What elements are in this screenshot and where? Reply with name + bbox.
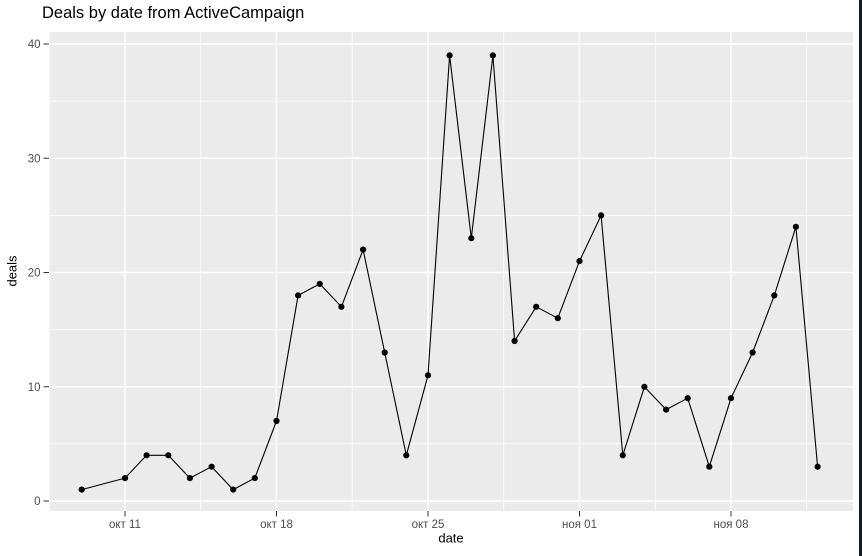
data-point — [381, 349, 388, 356]
data-point — [706, 463, 713, 470]
x-tick-label: окт 11 — [109, 519, 141, 531]
x-tick-label: окт 18 — [260, 519, 293, 531]
data-point — [576, 258, 583, 265]
x-tick-label: окт 25 — [412, 519, 445, 531]
data-point — [230, 486, 237, 493]
data-point — [143, 452, 150, 459]
data-point — [295, 292, 302, 299]
x-axis-title: date — [438, 530, 464, 546]
data-point — [814, 463, 821, 470]
data-point — [598, 212, 605, 219]
data-point — [251, 475, 258, 482]
data-point — [316, 280, 323, 287]
plot-panel — [49, 32, 853, 511]
data-point — [663, 406, 670, 413]
y-tick-label: 40 — [28, 39, 41, 51]
data-point — [165, 452, 172, 459]
data-point — [489, 52, 496, 59]
window-right-edge — [859, 0, 862, 556]
data-point — [78, 486, 85, 493]
data-point — [208, 463, 215, 470]
data-point — [186, 475, 193, 482]
y-tick-label: 30 — [28, 153, 41, 165]
y-tick-label: 20 — [28, 268, 41, 280]
data-point — [533, 303, 540, 310]
data-point — [684, 395, 691, 402]
data-point — [727, 395, 735, 402]
y-tick-label: 0 — [34, 496, 40, 508]
data-point — [338, 303, 345, 310]
data-point — [749, 349, 756, 356]
data-point — [446, 52, 453, 59]
data-point — [511, 337, 518, 345]
data-point — [468, 235, 475, 242]
data-point — [619, 452, 626, 459]
data-point — [771, 292, 778, 299]
data-point — [121, 475, 129, 482]
y-tick-label: 10 — [28, 382, 41, 394]
data-point — [403, 452, 410, 459]
data-point — [554, 315, 561, 322]
x-tick-label: ноя 08 — [714, 519, 749, 531]
x-tick-label: ноя 01 — [562, 519, 597, 531]
deals-line — [81, 54, 819, 491]
data-point — [792, 223, 800, 230]
data-point — [424, 372, 432, 379]
chart-title: Deals by date from ActiveCampaign — [42, 4, 305, 22]
data-point — [273, 417, 280, 425]
data-point — [641, 383, 648, 390]
data-point — [360, 246, 367, 253]
